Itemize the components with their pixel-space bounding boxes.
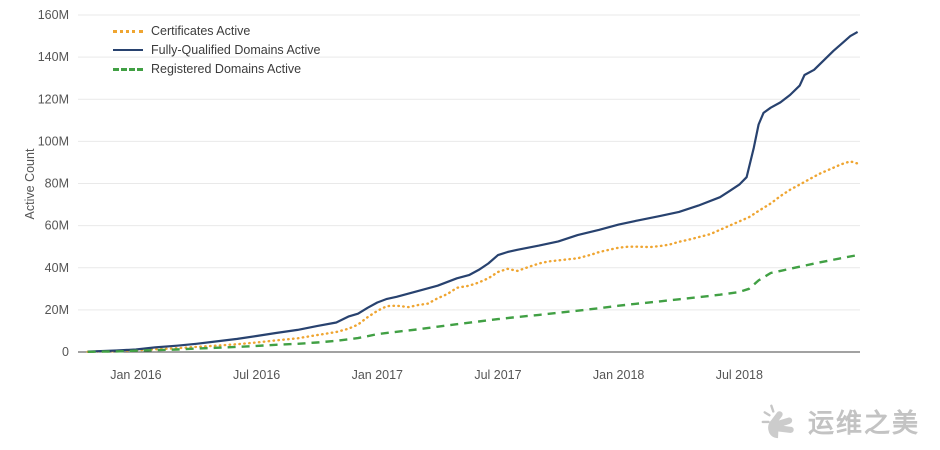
x-tick-label: Jul 2017	[474, 368, 521, 382]
y-tick-label: 100M	[38, 134, 69, 148]
x-tick-label: Jan 2017	[352, 368, 403, 382]
y-tick-label: 0	[62, 345, 69, 359]
legend-label: Fully-Qualified Domains Active	[151, 43, 321, 57]
legend-item-fully-qualified-domains-active[interactable]: Fully-Qualified Domains Active	[113, 43, 321, 57]
y-axis-title: Active Count	[23, 148, 37, 220]
legend-line-sample-dashed	[113, 67, 143, 71]
y-tick-label: 40M	[45, 261, 69, 275]
x-tick-label: Jul 2016	[233, 368, 280, 382]
y-tick-label: 120M	[38, 92, 69, 106]
series-line-certificates-active	[86, 160, 859, 353]
y-tick-label: 160M	[38, 8, 69, 22]
y-tick-label: 20M	[45, 303, 69, 317]
x-tick-label: Jan 2018	[593, 368, 644, 382]
legend: Certificates Active Fully-Qualified Doma…	[113, 24, 321, 76]
legend-item-registered-domains-active[interactable]: Registered Domains Active	[113, 62, 321, 76]
watermark: 运维之美	[758, 400, 920, 442]
series-line-registered-domains-active	[87, 253, 858, 353]
y-tick-label: 80M	[45, 177, 69, 191]
series-line-fully-qualified-domains-active	[87, 30, 859, 353]
hand-sparkle-icon	[761, 404, 794, 439]
y-tick-label: 60M	[45, 219, 69, 233]
watermark-text: 运维之美	[807, 407, 920, 438]
legend-line-sample-dotted	[113, 29, 143, 33]
legend-label: Registered Domains Active	[151, 62, 302, 76]
x-tick-label: Jan 2016	[110, 368, 161, 382]
legend-label: Certificates Active	[151, 24, 251, 38]
legend-line-sample-solid	[113, 49, 143, 51]
y-tick-label: 140M	[38, 50, 69, 64]
x-tick-label: Jul 2018	[716, 368, 763, 382]
legend-item-certificates-active[interactable]: Certificates Active	[113, 24, 321, 38]
